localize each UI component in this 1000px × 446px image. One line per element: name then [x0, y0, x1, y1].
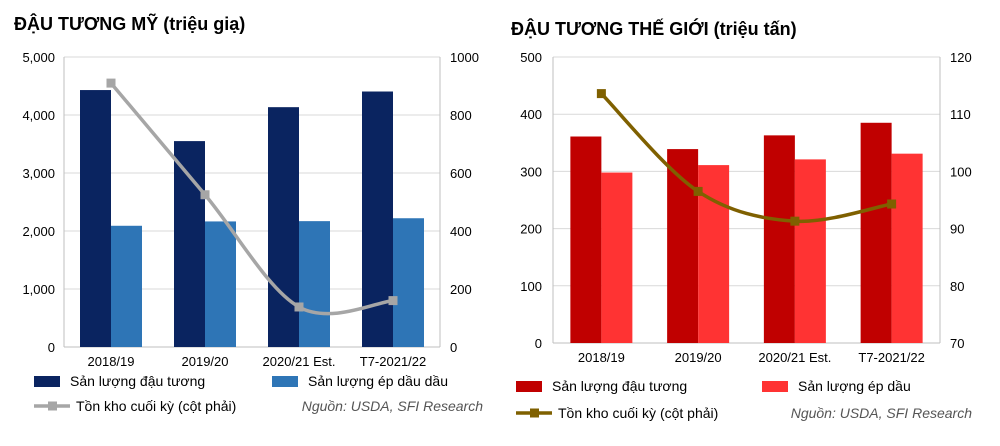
bar-2 — [205, 221, 236, 347]
series-line — [600, 92, 892, 224]
bar-1 — [268, 107, 299, 347]
bar-1 — [174, 141, 205, 347]
x-tick-label: 2018/19 — [88, 354, 135, 369]
x-tick-label: 2020/21 Est. — [758, 350, 831, 365]
source-note: Nguồn: USDA, SFI Research — [791, 405, 973, 421]
y-tick-label: 400 — [520, 107, 542, 122]
bar-2 — [794, 159, 826, 343]
chart-2: ĐẬU TƯƠNG THẾ GIỚI (triệu tấn) 0 100 200 300… — [511, 18, 972, 421]
line-point — [790, 216, 800, 226]
legend-label: Sản lượng ép dầu — [798, 378, 911, 394]
legend-label: Sản lượng đậu tương — [552, 378, 687, 394]
x-tick-label: 2019/20 — [182, 354, 229, 369]
bar-2 — [393, 218, 424, 347]
y2-tick-label: 110 — [950, 107, 971, 122]
legend-swatch — [272, 376, 298, 387]
y-tick-label: 500 — [520, 50, 542, 65]
y2-tick-label: 800 — [450, 108, 472, 123]
x-tick-label: T7-2021/22 — [360, 354, 427, 369]
x-tick-label: 2018/19 — [578, 350, 625, 365]
bar-1 — [80, 90, 111, 347]
y-tick-label: 200 — [520, 222, 542, 237]
line-point — [106, 78, 116, 88]
chart-1: ĐẬU TƯƠNG MỸ (triệu giạ) 0 1,000 2,000 3,000… — [14, 13, 483, 414]
line-point — [388, 296, 398, 306]
bar-2 — [601, 172, 633, 343]
y-tick-label: 100 — [520, 279, 542, 294]
series-line — [109, 81, 394, 316]
y2-tick-label: 90 — [950, 222, 964, 237]
legend-label: Sản lượng ép dầu dầu — [308, 373, 448, 389]
bar-2 — [891, 153, 923, 343]
bar-1 — [570, 136, 602, 343]
chart-title: ĐẬU TƯƠNG MỸ (triệu giạ) — [14, 13, 245, 34]
y-tick-label: 3,000 — [22, 166, 55, 181]
line-point — [200, 190, 210, 200]
y-tick-label: 300 — [520, 164, 542, 179]
bar-1 — [763, 135, 795, 343]
y2-tick-label: 120 — [950, 50, 972, 65]
y-tick-label: 1,000 — [22, 282, 55, 297]
y2-tick-label: 400 — [450, 224, 472, 239]
legend-swatch — [762, 381, 788, 392]
legend-swatch — [516, 381, 542, 392]
y2-tick-label: 70 — [950, 336, 964, 351]
legend-label: Tồn kho cuối kỳ (cột phải) — [76, 398, 236, 414]
y-tick-label: 2,000 — [22, 224, 55, 239]
chart-title: ĐẬU TƯƠNG THẾ GIỚI (triệu tấn) — [511, 18, 797, 39]
y2-tick-label: 600 — [450, 166, 472, 181]
y2-tick-label: 100 — [950, 164, 972, 179]
line-point — [887, 199, 897, 209]
line-point — [693, 186, 703, 196]
y-tick-label: 0 — [48, 340, 55, 355]
bar-2 — [111, 225, 142, 347]
source-note: Nguồn: USDA, SFI Research — [302, 398, 484, 414]
y-tick-label: 0 — [535, 336, 542, 351]
y2-tick-label: 0 — [450, 340, 457, 355]
x-tick-label: 2020/21 Est. — [263, 354, 336, 369]
legend-label: Tồn kho cuối kỳ (cột phải) — [558, 405, 718, 421]
x-tick-label: T7-2021/22 — [858, 350, 925, 365]
y-tick-label: 5,000 — [22, 50, 55, 65]
bar-2 — [698, 165, 730, 343]
y2-tick-label: 80 — [950, 279, 964, 294]
bar-2 — [299, 221, 330, 347]
bar-1 — [860, 122, 892, 343]
legend-swatch — [34, 376, 60, 387]
legend-label: Sản lượng đậu tương — [70, 373, 205, 389]
y2-tick-label: 200 — [450, 282, 472, 297]
y2-tick-label: 1000 — [450, 50, 479, 65]
y-tick-label: 4,000 — [22, 108, 55, 123]
legend-marker — [530, 408, 539, 418]
line-point — [294, 302, 304, 312]
legend-marker — [48, 401, 57, 411]
x-tick-label: 2019/20 — [675, 350, 722, 365]
line-point — [596, 89, 606, 99]
